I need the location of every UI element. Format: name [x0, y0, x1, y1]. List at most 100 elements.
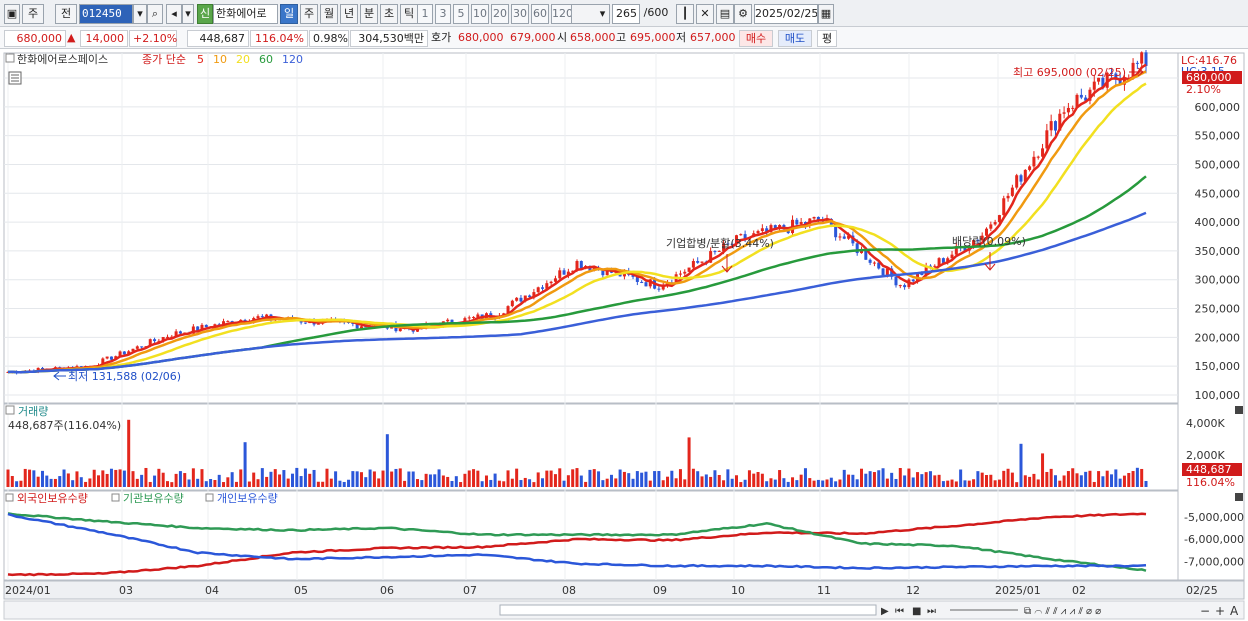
volume-bar	[36, 476, 40, 487]
candle-body	[1062, 112, 1066, 114]
period-button[interactable]: 일	[280, 4, 298, 24]
candle-body	[946, 258, 950, 263]
volume-bar	[316, 481, 320, 487]
scrollbar-thumb[interactable]	[499, 604, 877, 616]
all-button[interactable]: 전	[55, 4, 77, 24]
market-button[interactable]: 주	[22, 4, 44, 24]
x-axis-label: 05	[294, 584, 308, 597]
volume-bar	[553, 474, 557, 487]
sell-button[interactable]: 매도	[778, 30, 812, 47]
auto-scale-icon[interactable]: A	[1230, 604, 1239, 618]
volume-bar	[868, 471, 872, 487]
holder-panel-close-icon[interactable]	[1235, 493, 1243, 501]
chart-canvas[interactable]: 650,000600,000550,000500,000450,000400,0…	[0, 48, 1248, 621]
candle-body	[972, 240, 976, 247]
volume-bar	[278, 474, 282, 487]
zoom-out-icon[interactable]: −	[1200, 604, 1210, 618]
volume-bar	[756, 472, 760, 487]
calendar-icon[interactable]: ▦	[818, 4, 834, 24]
volume-bar	[1084, 471, 1088, 487]
interval-button[interactable]: 1	[417, 4, 433, 24]
chart-area[interactable]: 650,000600,000550,000500,000450,000400,0…	[0, 48, 1248, 621]
scroll-start-icon[interactable]: ⏮	[895, 606, 904, 617]
price-y-tick: 550,000	[1195, 130, 1241, 143]
volume-bar	[84, 481, 88, 487]
volume-bar	[1036, 479, 1040, 487]
draw-tool-icon[interactable]: ✕	[696, 4, 714, 24]
volume-bar	[53, 478, 57, 487]
period-button[interactable]: 년	[340, 4, 358, 24]
volume-bar	[946, 480, 950, 487]
volume-bar	[243, 442, 247, 487]
volume-bar	[717, 474, 721, 487]
period-button[interactable]: 틱	[400, 4, 418, 24]
interval-button[interactable]: 3	[435, 4, 451, 24]
candle-body	[519, 297, 523, 302]
speaker-dropdown-icon[interactable]: ▾	[182, 4, 194, 24]
period-button[interactable]: 주	[300, 4, 318, 24]
period-button[interactable]: 초	[380, 4, 398, 24]
interval-button[interactable]: 120	[551, 4, 573, 24]
candle-body	[299, 320, 303, 323]
volume-bar	[1019, 443, 1023, 487]
volume-bar	[881, 468, 885, 487]
volume-bar	[972, 479, 976, 487]
interval-button[interactable]: 30	[511, 4, 529, 24]
stop-icon[interactable]: ■	[912, 606, 921, 617]
speaker-icon[interactable]: ◂	[166, 4, 182, 24]
search-icon[interactable]: ⌕	[147, 4, 163, 24]
candle-body	[575, 261, 579, 271]
tool-icons[interactable]: ⧉ ⌒ ⫽ ⫽ ⩘ ⩘ ⫽ ⌀ ⌀	[1024, 606, 1101, 617]
scroll-right-icon[interactable]: ▶	[881, 606, 889, 617]
code-dropdown-icon[interactable]: ▾	[133, 4, 147, 24]
settings-icon[interactable]: ⚙	[734, 4, 752, 24]
volume-bar	[609, 474, 613, 487]
interval-button[interactable]: 60	[531, 4, 549, 24]
interval-button[interactable]: 20	[491, 4, 509, 24]
candle-body	[1105, 72, 1109, 88]
x-axis-bar	[3, 580, 1245, 600]
zoom-in-icon[interactable]: +	[1215, 604, 1225, 618]
stock-name-field[interactable]: 한화에어로	[213, 4, 278, 24]
date-input[interactable]: 2025/02/25	[754, 4, 818, 24]
price-y-axis: 650,000600,000550,000500,000450,000400,0…	[1195, 72, 1241, 402]
candle-body	[976, 240, 980, 242]
volume-bar	[528, 479, 532, 487]
period-button[interactable]: 월	[320, 4, 338, 24]
merger-event-arrow-icon	[721, 254, 733, 273]
average-button[interactable]: 평	[817, 30, 837, 47]
candle-type-icon[interactable]: ┃	[676, 4, 694, 24]
volume-bar	[351, 471, 355, 487]
price-panel[interactable]	[3, 52, 1179, 404]
window-icon[interactable]: ▣	[4, 4, 20, 24]
holder-line	[7, 512, 1147, 570]
candle-body	[678, 273, 682, 275]
buy-button[interactable]: 매수	[739, 30, 773, 47]
volume-bar	[519, 480, 523, 487]
turnover-rate: 0.98%	[309, 30, 349, 47]
volume-panel-close-icon[interactable]	[1235, 406, 1243, 414]
candle-body	[122, 351, 126, 355]
scroll-end-icon[interactable]: ⏭	[927, 606, 936, 617]
volume-bar	[549, 470, 553, 487]
volume-bar	[303, 468, 307, 487]
volume-bar	[773, 479, 777, 487]
volume-bar	[622, 471, 626, 487]
candle-body	[196, 326, 200, 331]
volume-legend-checkbox[interactable]	[5, 405, 15, 415]
bar-count-input[interactable]: 265	[612, 4, 640, 24]
period-button[interactable]: 분	[360, 4, 378, 24]
volume-bar	[829, 477, 833, 487]
volume-y-tick: 2,000K	[1186, 449, 1225, 462]
volume-bar	[49, 478, 53, 487]
save-icon[interactable]: ▤	[716, 4, 734, 24]
candle-body	[601, 269, 605, 276]
price-legend-checkbox[interactable]	[5, 53, 15, 63]
holder-line	[7, 512, 1147, 577]
interval-button[interactable]: 5	[453, 4, 469, 24]
stock-code-input[interactable]: 012450	[79, 4, 133, 24]
interval-button[interactable]: 10	[471, 4, 489, 24]
volume-bar	[428, 474, 432, 487]
interval-dropdown-icon[interactable]: ▾	[596, 4, 610, 24]
